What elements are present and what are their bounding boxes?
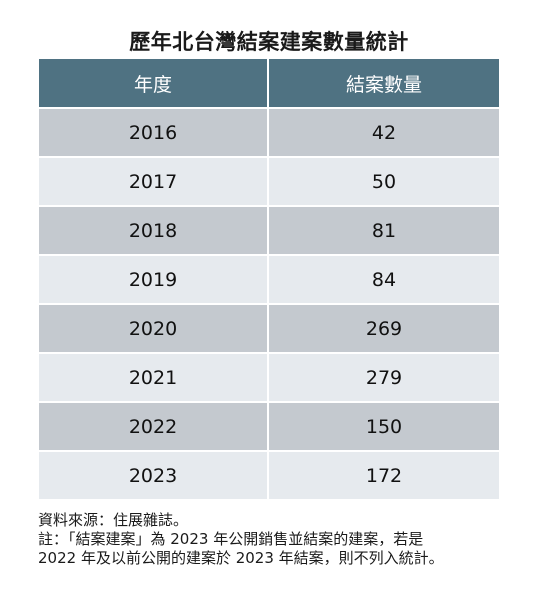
definition-note-line-1: 註：「結案建案」為 2023 年公開銷售並結案的建案，若是 [38,530,424,548]
column-header-count: 結案數量 [269,59,499,109]
year-cell: 2021 [39,354,269,403]
table-row: 2017 50 [39,158,499,207]
year-cell: 2022 [39,403,269,452]
table-row: 2016 42 [39,109,499,158]
table-header-row: 年度 結案數量 [39,59,499,109]
count-cell: 172 [269,452,499,501]
year-cell: 2020 [39,305,269,354]
year-cell: 2018 [39,207,269,256]
footnote: 資料來源：住展雜誌。 註：「結案建案」為 2023 年公開銷售並結案的建案，若是… [38,511,518,568]
data-table: 年度 結案數量 2016 42 2017 50 2018 81 2019 84 … [39,59,499,501]
definition-note-line-2: 2022 年及以前公開的建案於 2023 年結案，則不列入統計。 [38,549,444,567]
year-cell: 2019 [39,256,269,305]
table-row: 2023 172 [39,452,499,501]
count-cell: 269 [269,305,499,354]
year-cell: 2016 [39,109,269,158]
count-cell: 84 [269,256,499,305]
chart-title: 歷年北台灣結案建案數量統計 [129,30,409,54]
table-row: 2018 81 [39,207,499,256]
count-cell: 50 [269,158,499,207]
source-note: 資料來源：住展雜誌。 [38,511,189,529]
column-header-year: 年度 [39,59,269,109]
count-cell: 42 [269,109,499,158]
count-cell: 81 [269,207,499,256]
count-cell: 279 [269,354,499,403]
table-row: 2020 269 [39,305,499,354]
year-cell: 2023 [39,452,269,501]
table-row: 2021 279 [39,354,499,403]
table-row: 2022 150 [39,403,499,452]
table-body: 2016 42 2017 50 2018 81 2019 84 2020 269… [39,109,499,501]
year-cell: 2017 [39,158,269,207]
count-cell: 150 [269,403,499,452]
table-row: 2019 84 [39,256,499,305]
